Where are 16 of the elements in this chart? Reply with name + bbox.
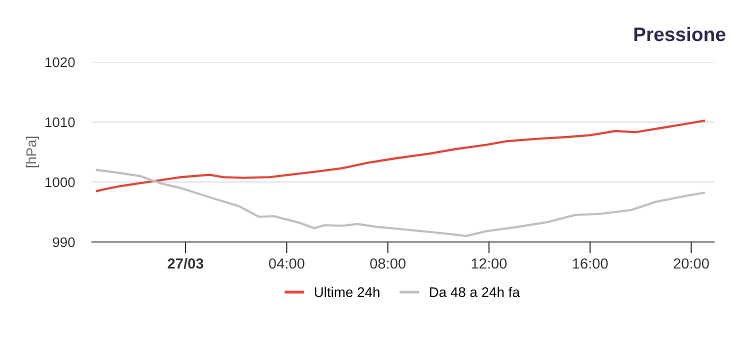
y-tick-label: 1020 — [46, 57, 75, 68]
x-tick-label: 16:00 — [572, 258, 608, 269]
x-tick-label: 12:00 — [472, 258, 507, 269]
y-tick-label: 1010 — [46, 117, 75, 128]
legend-label: Ultime 24h — [314, 286, 380, 298]
x-tick-label: 04:00 — [269, 258, 304, 269]
x-tick-label: 20:00 — [674, 258, 709, 269]
line-series — [96, 168, 705, 238]
y-axis-title: [hPa] — [26, 136, 39, 168]
line-series — [96, 120, 705, 192]
chart-title: Pressione — [634, 26, 726, 42]
x-tick-label: 08:00 — [370, 258, 406, 269]
y-tick-label: 990 — [52, 237, 75, 248]
legend-label: Da 48 a 24h fa — [430, 286, 520, 298]
x-tick-label: 27/03 — [168, 258, 204, 269]
y-tick-label: 1000 — [46, 177, 75, 188]
